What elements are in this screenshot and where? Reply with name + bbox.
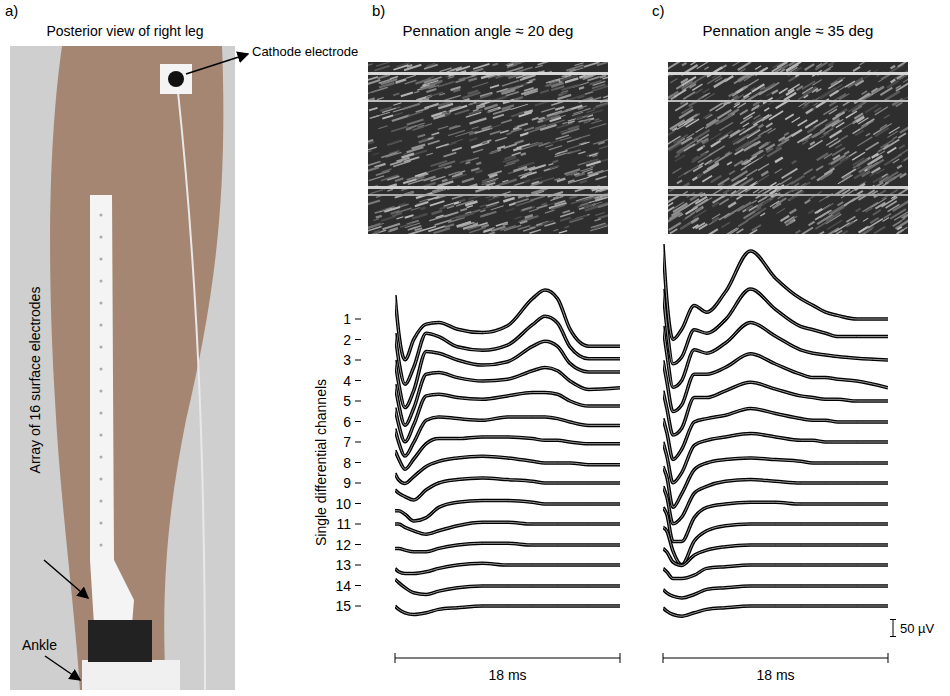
svg-text:4: 4 (343, 373, 351, 389)
svg-text:11: 11 (336, 516, 351, 532)
svg-text:Array of 16 surface electrodes: Array of 16 surface electrodes (27, 287, 43, 474)
svg-text:8: 8 (343, 455, 351, 471)
svg-text:6: 6 (343, 414, 351, 430)
svg-text:15: 15 (335, 598, 351, 614)
svg-text:Single differential channels: Single differential channels (313, 379, 329, 546)
svg-text:c): c) (652, 2, 665, 19)
svg-text:13: 13 (335, 557, 351, 573)
svg-text:2: 2 (343, 332, 351, 348)
svg-text:Cathode electrode: Cathode electrode (252, 44, 358, 59)
svg-text:Pennation angle ≈ 20 deg: Pennation angle ≈ 20 deg (403, 22, 574, 39)
svg-text:7: 7 (343, 434, 351, 450)
svg-text:18 ms: 18 ms (756, 667, 794, 683)
svg-text:50 µV: 50 µV (900, 621, 935, 636)
svg-text:1: 1 (343, 311, 351, 327)
svg-text:14: 14 (335, 578, 351, 594)
svg-text:9: 9 (343, 475, 351, 491)
svg-text:Pennation angle ≈ 35 deg: Pennation angle ≈ 35 deg (703, 22, 874, 39)
svg-text:a): a) (5, 2, 18, 19)
svg-text:Ankle: Ankle (22, 637, 57, 653)
svg-text:Posterior view of right leg: Posterior view of right leg (46, 23, 203, 39)
svg-text:10: 10 (335, 496, 351, 512)
svg-text:18 ms: 18 ms (488, 667, 526, 683)
svg-text:12: 12 (335, 537, 351, 553)
svg-text:3: 3 (343, 352, 351, 368)
svg-text:b): b) (372, 2, 385, 19)
svg-text:5: 5 (343, 393, 351, 409)
